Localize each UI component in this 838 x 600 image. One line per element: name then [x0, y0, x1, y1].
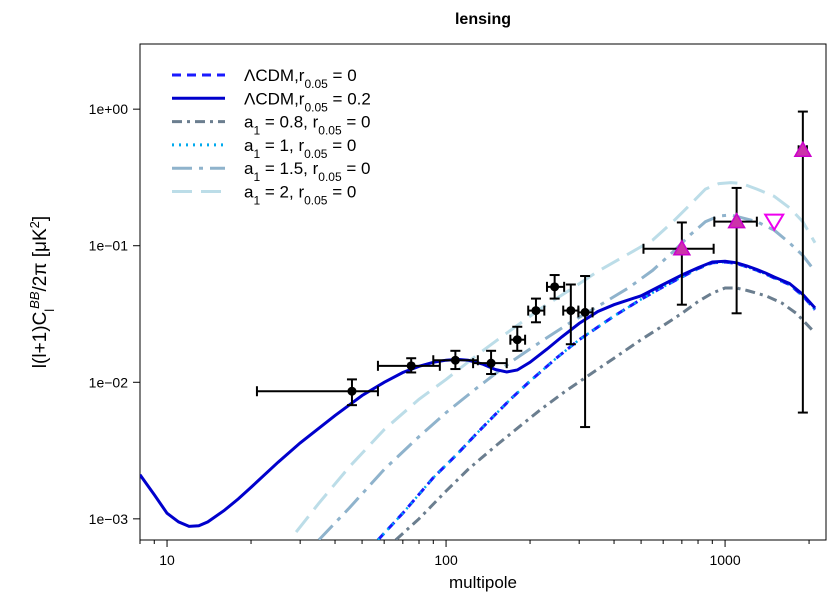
data-point-marker	[550, 282, 560, 292]
y-tick-label: 1e−02	[89, 374, 129, 390]
y-axis-label: l(l+1)ClBB/2π [μK2]	[27, 216, 57, 368]
data-point-marker	[347, 386, 357, 396]
legend-label-a1-15: a1 = 1.5, r0.05 = 0	[244, 159, 370, 184]
axes-layer: 10 100 1000 1e−03 1e−02 1e−01 1e+00	[89, 101, 810, 568]
x-axis-label: multipole	[449, 573, 517, 592]
plot-frame	[139, 43, 827, 541]
chart-title: lensing	[455, 11, 511, 28]
legend-label-a1-1: a1 = 1, r0.05 = 0	[244, 136, 356, 161]
legend-label-a1-08: a1 = 0.8, r0.05 = 0	[244, 113, 370, 138]
series-line-a1-2	[294, 181, 817, 534]
data-point	[432, 349, 479, 371]
legend-label-lcdm-r0: ΛCDM,r0.05 = 0	[244, 66, 357, 91]
triangle-marker	[672, 239, 692, 256]
data-point	[376, 357, 441, 374]
y-tick-label: 1e−03	[89, 511, 129, 527]
series-line-lcdm-r02	[140, 259, 817, 528]
data-point-marker	[486, 358, 496, 368]
series-layer	[140, 181, 817, 540]
data-point-marker	[512, 335, 522, 345]
data-point	[577, 275, 594, 429]
x-tick-label: 1000	[709, 552, 740, 568]
x-tick-label: 10	[159, 552, 175, 568]
data-point-marker	[566, 306, 576, 316]
series-line-lcdm-r0	[376, 260, 817, 540]
triangle-marker	[793, 140, 813, 158]
data-point	[255, 378, 379, 407]
legend-label-lcdm-r02: ΛCDM,r0.05 = 0.2	[244, 89, 371, 114]
triangle-point	[642, 221, 715, 306]
x-tick-label: 100	[434, 552, 458, 568]
y-tick-label: 1e+00	[89, 101, 129, 117]
data-point	[545, 274, 566, 300]
series-line-a1-08	[394, 286, 817, 540]
series-line-a1-1	[376, 260, 816, 540]
data-point	[527, 297, 546, 324]
data-point-marker	[531, 306, 541, 316]
y-tick-label: 1e−01	[89, 238, 129, 254]
triangle-point	[793, 110, 813, 414]
triangle-marker	[727, 212, 746, 229]
data-point-marker	[406, 361, 416, 371]
data-point	[509, 325, 527, 352]
data-point	[472, 349, 508, 375]
data-point-marker	[580, 307, 590, 317]
data-point-marker	[450, 355, 460, 365]
upper-limit-marker	[763, 213, 785, 232]
triangle-point	[713, 186, 758, 315]
series-line-a1-15	[317, 213, 817, 540]
legend-label-a1-2: a1 = 2, r0.05 = 0	[244, 183, 356, 208]
points-layer	[255, 110, 813, 429]
